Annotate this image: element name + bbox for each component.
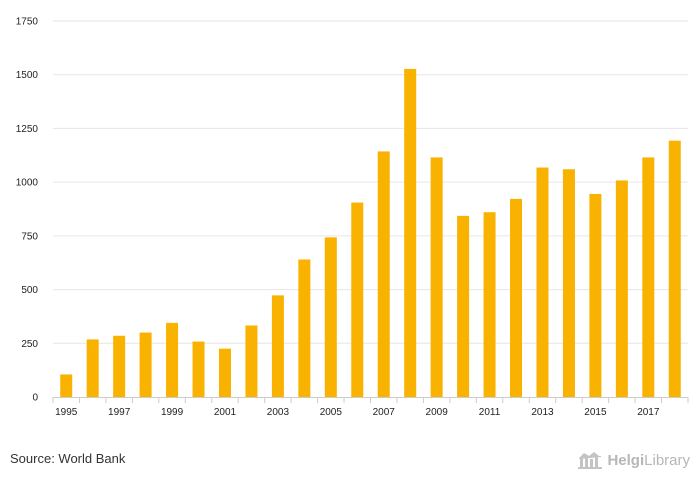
bar-1998	[139, 332, 152, 397]
x-tick-label: 2005	[320, 407, 343, 418]
x-tick-label: 2003	[267, 407, 290, 418]
x-tick-label: 2007	[373, 407, 396, 418]
bar-1999	[166, 322, 179, 397]
y-tick-label: 250	[21, 339, 38, 350]
bar-1996	[86, 339, 99, 397]
y-tick-label: 0	[32, 393, 38, 404]
bar-2002	[245, 325, 258, 397]
bar-chart: 0 250 500 750 1000 1250 1500 1750 1995 1997 1999 20…	[16, 17, 689, 418]
bar-2008	[404, 68, 417, 397]
x-tick-label: 2001	[214, 407, 237, 418]
bar-2005	[324, 237, 337, 397]
x-tick-label: 2013	[531, 407, 554, 418]
bar-1995	[60, 374, 73, 397]
bar-2007	[377, 151, 390, 397]
axes: 0 250 500 750 1000 1250 1500 1750 1995 1997 1999 20…	[16, 17, 689, 418]
x-tick-label: 1995	[55, 407, 78, 418]
bar-2003	[271, 295, 284, 397]
x-tick-label: 2011	[479, 407, 501, 418]
bar-2001	[218, 348, 231, 397]
grid-lines	[53, 20, 688, 344]
bar-2010	[457, 215, 470, 397]
bar-2015	[589, 193, 602, 397]
x-tick-label: 2017	[637, 407, 660, 418]
brand-logo: Helgi Library	[577, 450, 690, 470]
bar-2000	[192, 341, 205, 397]
brand-name-part2: Library	[644, 451, 690, 469]
bar-2012	[510, 198, 523, 397]
y-tick-label: 1250	[16, 124, 39, 135]
bar-2011	[483, 212, 496, 397]
bar-2009	[430, 157, 443, 397]
y-tick-label: 500	[21, 285, 38, 296]
bar-2006	[351, 202, 364, 397]
y-tick-label: 1000	[16, 178, 39, 189]
y-tick-label: 1500	[16, 70, 39, 81]
bar-2017	[642, 157, 655, 397]
bar-1997	[113, 335, 126, 397]
bar-2014	[562, 169, 575, 397]
y-tick-label: 750	[21, 231, 38, 242]
bar-2013	[536, 167, 549, 397]
bar-2004	[298, 259, 311, 397]
x-tick-label: 1999	[161, 407, 184, 418]
x-tick-label: 1997	[108, 407, 131, 418]
source-note: Source: World Bank	[10, 451, 126, 466]
bars	[60, 68, 681, 398]
bar-2016	[615, 180, 628, 397]
bar-2018	[668, 140, 681, 398]
x-tick-label: 2009	[426, 407, 449, 418]
y-tick-label: 1750	[16, 17, 39, 28]
brand-name-part1: Helgi	[607, 451, 645, 469]
x-tick-label: 2015	[584, 407, 607, 418]
building-icon	[578, 452, 603, 469]
